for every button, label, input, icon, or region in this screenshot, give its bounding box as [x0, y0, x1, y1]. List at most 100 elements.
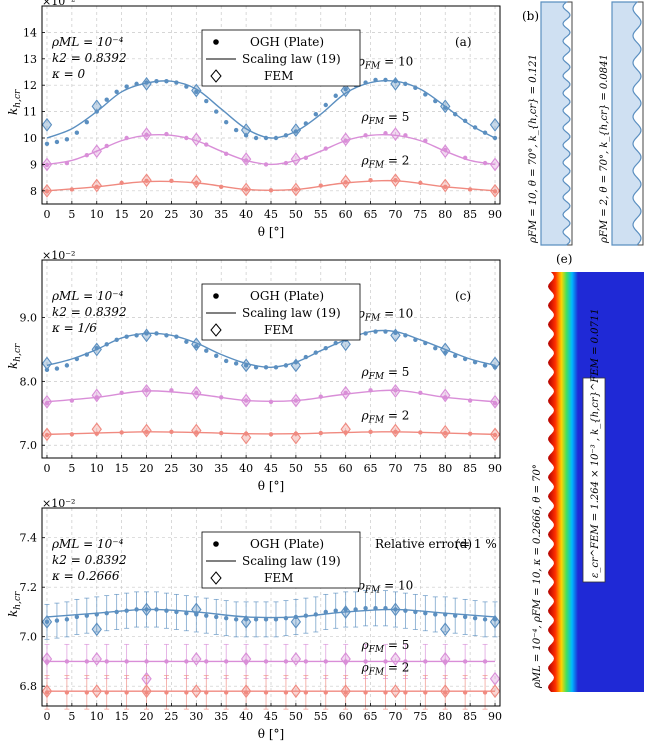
ogh-point	[214, 109, 219, 114]
fem-marker	[141, 684, 152, 699]
ogh-point	[243, 617, 249, 622]
ogh-point	[169, 429, 174, 435]
series-label: ρFM = 5	[361, 365, 410, 382]
x-tick-label: 0	[43, 462, 50, 475]
x-tick-label: 65	[364, 208, 378, 221]
x-tick-label: 15	[115, 208, 129, 221]
ogh-point	[303, 121, 309, 126]
ogh-point	[323, 345, 328, 351]
fem-marker	[240, 358, 252, 373]
fem-marker	[240, 182, 252, 197]
ogh-point	[383, 77, 388, 83]
y-tick-label: 13	[23, 53, 37, 66]
fem-marker	[41, 614, 53, 629]
ogh-point	[363, 606, 368, 611]
ogh-point	[293, 398, 299, 403]
x-tick-label: 40	[239, 208, 253, 221]
ogh-point	[423, 690, 428, 695]
ogh-point	[84, 690, 90, 695]
ogh-point	[44, 659, 50, 664]
panel-e: (e) ε_cr^FEM = 1.264 × 10⁻³ , k_{h,cr}^F…	[532, 252, 644, 692]
ogh-point	[482, 659, 488, 664]
ogh-point	[114, 89, 119, 95]
ogh-point	[443, 612, 448, 617]
x-tick-label: 35	[214, 710, 228, 723]
ogh-point	[214, 353, 219, 359]
ogh-point	[69, 398, 75, 403]
x-axis-label: θ [°]	[258, 727, 284, 741]
ogh-point	[134, 333, 139, 338]
fem-marker	[191, 337, 202, 352]
ogh-point	[164, 333, 169, 338]
ogh-point	[119, 180, 124, 186]
ogh-point	[467, 431, 473, 436]
fem-marker	[340, 605, 351, 619]
legend-box	[201, 29, 361, 87]
ogh-point	[368, 429, 373, 435]
ogh-point	[194, 430, 199, 435]
x-tick-label: 55	[314, 462, 328, 475]
fem-marker	[240, 123, 252, 137]
fem-marker	[191, 602, 202, 617]
ogh-point	[144, 690, 149, 695]
ogh-point	[219, 430, 224, 436]
fem-marker	[91, 99, 102, 114]
ogh-point	[74, 130, 80, 135]
fem-marker	[489, 394, 501, 409]
ogh-point	[283, 615, 289, 621]
ogh-point	[84, 613, 90, 618]
y-tick-label: 9.0	[20, 311, 38, 324]
ogh-point	[403, 659, 408, 664]
fem-marker	[440, 684, 451, 699]
ogh-point	[144, 388, 149, 393]
ogh-point	[124, 608, 129, 613]
panel-label: (d)	[455, 537, 472, 551]
ogh-point	[194, 89, 199, 95]
fem-marker	[340, 422, 351, 437]
fem-marker	[440, 424, 451, 439]
y-exponent: ×10⁻²	[42, 497, 75, 510]
ogh-point	[373, 77, 378, 83]
ogh-point	[343, 86, 348, 92]
fem-marker	[240, 684, 252, 699]
ogh-point	[403, 81, 408, 87]
fem-marker	[191, 132, 202, 147]
fem-marker	[240, 430, 252, 445]
fem-marker	[440, 622, 451, 637]
ogh-point	[323, 690, 328, 695]
ogh-point	[393, 178, 398, 183]
fem-marker	[240, 614, 252, 629]
fem-marker	[489, 671, 501, 686]
fem-marker	[191, 684, 202, 699]
x-tick-label: 30	[189, 462, 203, 475]
ogh-point	[293, 187, 299, 192]
ogh-point	[303, 613, 309, 618]
x-tick-label: 25	[164, 462, 178, 475]
ogh-point	[204, 98, 209, 104]
ogh-point	[333, 93, 338, 98]
y-tick-label: 8.0	[20, 375, 38, 388]
legend-diamond-symbol	[210, 571, 222, 585]
x-tick-label: 30	[189, 208, 203, 221]
legend-label: Scaling law (19)	[242, 306, 341, 320]
legend-dot-symbol	[213, 541, 219, 547]
ogh-point	[194, 180, 199, 186]
fem-marker	[91, 422, 102, 437]
ogh-point	[44, 619, 50, 625]
x-tick-label: 45	[264, 462, 278, 475]
fem-marker	[141, 384, 152, 398]
ogh-point	[482, 617, 488, 622]
x-tick-label: 90	[488, 462, 502, 475]
ogh-point	[363, 659, 368, 664]
ogh-point	[164, 131, 169, 137]
ogh-point	[84, 352, 90, 357]
fem-marker	[41, 117, 53, 132]
ogh-point	[418, 180, 423, 186]
y-axis-label: kh,cr	[6, 89, 23, 115]
fem-marker	[141, 602, 152, 617]
ogh-point	[194, 390, 199, 396]
ogh-point	[243, 363, 249, 368]
fem-marker	[390, 384, 401, 398]
panel-e-caption-box	[582, 377, 606, 583]
series-label: ρFM = 10	[357, 306, 413, 323]
